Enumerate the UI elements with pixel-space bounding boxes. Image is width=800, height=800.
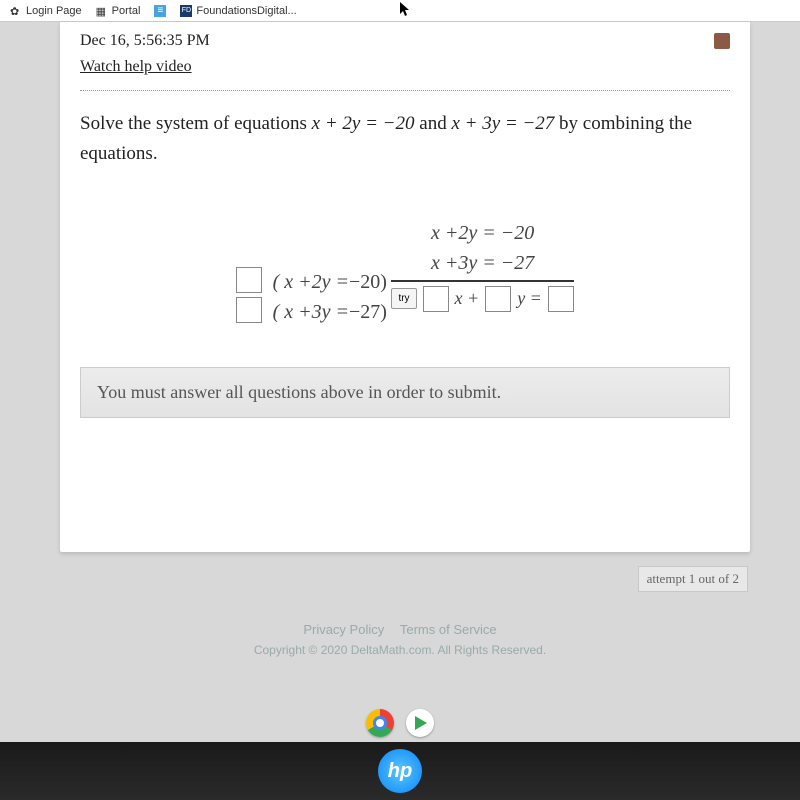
multiplier-2-input[interactable]	[236, 297, 262, 323]
question-text: Solve the system of equations x + 2y = −…	[80, 109, 730, 170]
footer-links: Privacy Policy Terms of Service	[0, 622, 800, 637]
bookmark-label: Login Page	[26, 5, 82, 17]
stop-icon[interactable]	[714, 33, 730, 49]
hp-logo-icon: hp	[378, 749, 422, 793]
fd-icon: FD	[180, 5, 192, 17]
submit-notice: You must answer all questions above in o…	[80, 367, 730, 418]
chrome-icon[interactable]	[366, 709, 394, 737]
privacy-link[interactable]: Privacy Policy	[303, 622, 384, 637]
copyright: Copyright © 2020 DeltaMath.com. All Righ…	[0, 643, 800, 657]
bookmark-portal[interactable]: ▦ Portal	[96, 5, 141, 17]
eq2-right: −27)	[349, 301, 387, 323]
eq1-left: ( x +2y =	[273, 271, 349, 293]
bookmarks-bar: ✿ Login Page ▦ Portal ≡ FD FoundationsDi…	[0, 0, 800, 22]
sum-row-2: x +3y = −27	[431, 248, 534, 278]
eq2-left: ( x +3y =	[273, 301, 349, 323]
flower-icon: ✿	[10, 5, 22, 17]
result-line: try x + y =	[391, 280, 573, 312]
sum-row-1: x +2y = −20	[431, 218, 534, 248]
multiplier-1-input[interactable]	[236, 267, 262, 293]
eq2: x + 3y = −27	[451, 113, 554, 134]
help-video-link[interactable]: Watch help video	[80, 58, 192, 76]
timestamp: Dec 16, 5:56:35 PM	[80, 32, 210, 50]
coef-x-input[interactable]	[423, 286, 449, 312]
attempt-counter: attempt 1 out of 2	[638, 566, 748, 592]
laptop-bezel: hp	[0, 742, 800, 800]
bookmark-login[interactable]: ✿ Login Page	[10, 5, 82, 17]
result-input[interactable]	[548, 286, 574, 312]
bookmark-label: FoundationsDigital...	[196, 5, 296, 17]
multiplier-inputs	[236, 267, 262, 327]
list-icon: ≡	[154, 5, 166, 17]
bookmark-list[interactable]: ≡	[154, 5, 166, 17]
work-area: ( x +2y =−20) ( x +3y =−27) x +2y = −20 …	[80, 200, 730, 327]
q-mid: and	[415, 113, 452, 134]
eq1: x + 2y = −20	[312, 113, 415, 134]
bookmark-label: Portal	[112, 5, 141, 17]
q-prefix: Solve the system of equations	[80, 113, 312, 134]
grid-icon: ▦	[96, 5, 108, 17]
bookmark-foundations[interactable]: FD FoundationsDigital...	[180, 5, 296, 17]
terms-link[interactable]: Terms of Service	[400, 622, 497, 637]
coef-y-input[interactable]	[485, 286, 511, 312]
final-y-label: y =	[517, 288, 542, 309]
taskbar	[0, 709, 800, 742]
try-button[interactable]: try	[391, 288, 416, 309]
equations-display: ( x +2y =−20) ( x +3y =−27)	[273, 267, 387, 327]
play-store-icon[interactable]	[406, 709, 434, 737]
final-x-label: x +	[455, 288, 480, 309]
eq1-right: −20)	[349, 271, 387, 293]
problem-card: Dec 16, 5:56:35 PM Watch help video Solv…	[60, 22, 750, 552]
divider	[80, 90, 730, 91]
combination-area: x +2y = −20 x +3y = −27 try x + y =	[391, 218, 573, 312]
